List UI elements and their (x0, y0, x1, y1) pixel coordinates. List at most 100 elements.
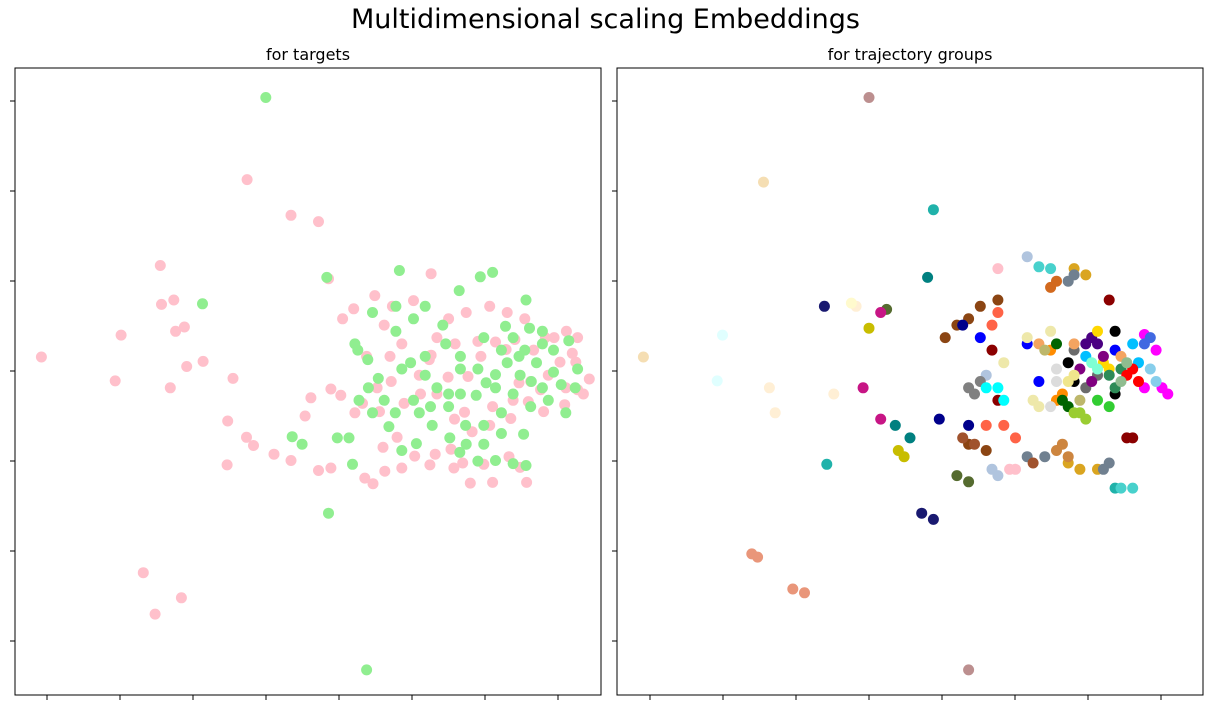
scatter-point-trajectory-groups-s41-1 (1039, 344, 1051, 356)
scatter-point-targets-s0-99 (384, 350, 396, 362)
scatter-point-trajectory-groups-s23-2 (1045, 325, 1057, 337)
scatter-point-targets-s1-5 (474, 271, 486, 283)
scatter-point-trajectory-groups-s45-2 (787, 583, 799, 595)
scatter-point-targets-s0-5 (154, 260, 166, 271)
scatter-point-trajectory-groups-s19-1 (1033, 376, 1045, 387)
scatter-points-targets (35, 92, 595, 676)
scatter-point-targets-s1-48 (460, 419, 472, 431)
scatter-point-trajectory-groups-s13-0 (1033, 261, 1045, 273)
scatter-point-trajectory-groups-s35-2 (1133, 376, 1144, 387)
scatter-point-trajectory-groups-s3-1 (889, 419, 901, 431)
scatter-point-trajectory-groups-s6-1 (711, 375, 723, 387)
scatter-point-trajectory-groups-s33-0 (1051, 363, 1062, 375)
scatter-point-targets-s0-88 (572, 332, 584, 344)
scatter-point-trajectory-groups-s34-0 (1103, 369, 1115, 381)
scatter-point-targets-s0-97 (396, 338, 408, 350)
scatter-point-trajectory-groups-s29-1 (1150, 344, 1162, 356)
scatter-point-targets-s1-29 (389, 407, 401, 419)
scatter-point-trajectory-groups-s1-0 (758, 176, 769, 188)
scatter-point-targets-s0-90 (548, 332, 560, 344)
scatter-point-trajectory-groups-s16-3 (1103, 457, 1115, 469)
scatter-point-targets-s1-1 (197, 298, 208, 310)
scatter-point-targets-s1-24 (454, 388, 466, 400)
scatter-point-targets-s1-4 (453, 285, 465, 297)
scatter-point-targets-s1-89 (378, 394, 390, 406)
scatter-point-targets-s1-50 (426, 419, 438, 431)
scatter-point-targets-s0-41 (462, 371, 474, 382)
scatter-point-trajectory-groups-s45-3 (799, 587, 810, 599)
scatter-point-trajectory-groups-s26-0 (1062, 357, 1074, 369)
scatter-point-targets-s0-77 (335, 389, 347, 401)
scatter-point-targets-s0-61 (464, 477, 476, 489)
scatter-point-trajectory-groups-s10-2 (898, 451, 910, 463)
scatter-point-trajectory-groups-s13-3 (1115, 482, 1127, 494)
scatter-point-trajectory-groups-s12-0 (1021, 251, 1033, 263)
scatter-point-targets-s0-63 (429, 448, 441, 460)
scatter-point-trajectory-groups-s46-1 (1144, 332, 1156, 344)
scatter-point-targets-s0-45 (398, 397, 410, 409)
scatter-point-trajectory-groups-s42-1 (1150, 376, 1162, 387)
scatter-point-targets-s0-54 (445, 443, 457, 455)
scatter-point-trajectory-groups-s8-1 (951, 470, 963, 482)
scatter-point-targets-s1-74 (472, 363, 484, 375)
scatter-point-targets-s1-62 (296, 438, 308, 450)
scatter-point-targets-s1-27 (425, 401, 436, 413)
scatter-point-targets-s1-9 (507, 332, 519, 344)
scatter-point-targets-s1-14 (569, 382, 581, 394)
scatter-point-targets-s1-28 (408, 394, 419, 406)
scatter-point-targets-s1-35 (367, 407, 378, 419)
scatter-point-targets-s0-81 (487, 401, 499, 413)
scatter-point-trajectory-groups-s42-0 (1144, 363, 1156, 375)
scatter-point-trajectory-groups-s29-3 (1162, 388, 1174, 400)
scatter-point-targets-s1-73 (454, 363, 466, 375)
scatter-point-trajectory-groups-s7-4 (992, 294, 1004, 306)
scatter-point-targets-s0-8 (181, 361, 193, 372)
scatter-point-targets-s1-81 (536, 325, 548, 337)
scatter-point-targets-s1-79 (560, 407, 572, 419)
scatter-point-targets-s1-54 (440, 338, 452, 350)
scatter-point-targets-s0-102 (449, 413, 460, 425)
scatter-point-targets-s0-47 (371, 382, 383, 394)
scatter-point-targets-s0-59 (521, 476, 533, 488)
scatter-point-trajectory-groups-s7-0 (939, 332, 951, 344)
scatter-point-targets-s1-30 (372, 372, 384, 384)
scatter-point-trajectory-groups-s11-2 (980, 419, 992, 431)
scatter-point-targets-s1-36 (343, 432, 355, 444)
scatter-point-trajectory-groups-s39-0 (1115, 376, 1127, 387)
scatter-point-targets-s0-64 (396, 462, 408, 474)
scatter-point-targets-s0-52 (409, 450, 421, 462)
scatter-point-trajectory-groups-s38-1 (1097, 350, 1109, 362)
scatter-point-targets-s1-80 (572, 363, 584, 375)
scatter-point-trajectory-groups-s15-3 (1074, 463, 1086, 475)
scatter-point-trajectory-groups-s8-2 (963, 476, 975, 488)
scatter-point-trajectory-groups-s25-2 (1092, 338, 1103, 350)
scatter-point-trajectory-groups-s13-1 (1045, 263, 1057, 275)
subplot-title-targets: for targets (266, 45, 350, 64)
scatter-point-trajectory-groups-s16-1 (1068, 269, 1080, 281)
scatter-point-targets-s1-34 (353, 394, 365, 406)
subplot-title-trajectory-groups: for trajectory groups (828, 45, 993, 64)
scatter-point-trajectory-groups-s0-0 (863, 92, 875, 103)
scatter-point-targets-s0-65 (379, 465, 391, 477)
scatter-point-trajectory-groups-s9-1 (857, 382, 869, 394)
scatter-point-trajectory-groups-s37-0 (1092, 394, 1103, 406)
scatter-point-targets-s1-37 (383, 421, 395, 433)
scatter-point-targets-s0-40 (475, 350, 487, 362)
scatter-point-trajectory-groups-s23-0 (998, 357, 1010, 369)
scatter-point-targets-s1-55 (454, 350, 466, 362)
scatter-point-trajectory-groups-s36-2 (1080, 413, 1092, 425)
scatter-point-trajectory-groups-s17-2 (1121, 432, 1133, 444)
scatter-point-targets-s1-88 (396, 363, 408, 375)
scatter-point-targets-s1-85 (460, 438, 472, 450)
scatter-point-targets-s1-71 (419, 300, 431, 312)
scatter-point-trajectory-groups-s33-2 (1045, 401, 1057, 413)
scatter-point-targets-s0-87 (583, 373, 595, 385)
scatter-point-targets-s0-0 (35, 351, 47, 363)
scatter-point-trajectory-groups-s17-0 (1103, 294, 1115, 306)
scatter-point-targets-s0-3 (164, 382, 176, 394)
scatter-point-targets-s0-22 (348, 303, 360, 315)
scatter-point-trajectory-groups-s2-0 (927, 204, 939, 216)
scatter-point-targets-s1-70 (390, 300, 402, 312)
scatter-point-targets-s0-62 (448, 462, 460, 474)
scatter-point-targets-s1-56 (478, 332, 490, 344)
